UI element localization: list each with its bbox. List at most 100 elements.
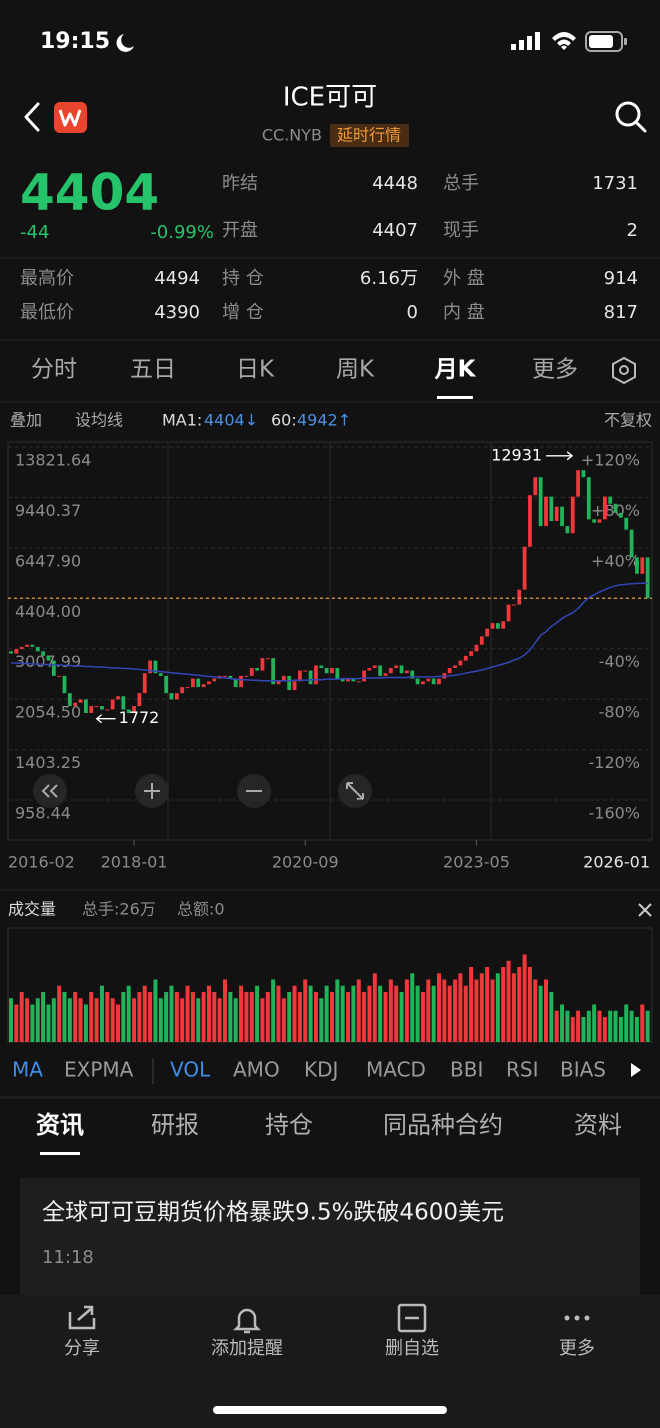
app-logo-mark (58, 109, 82, 127)
candle (629, 529, 634, 558)
period-tab[interactable]: 分时 (31, 357, 77, 383)
bottom-action[interactable]: 分享 (64, 1338, 100, 1359)
set-ma-button[interactable]: 设均线 (75, 411, 123, 430)
candle (447, 667, 452, 674)
y-tick-label: 4404.00 (15, 602, 81, 621)
settings-button[interactable] (612, 356, 636, 385)
candle (169, 693, 174, 700)
candle (233, 678, 238, 688)
candle (67, 693, 72, 707)
volume-bar (597, 1010, 602, 1042)
close-volume-button[interactable] (638, 903, 652, 917)
quote-label: 开盘 (222, 220, 258, 241)
period-tab[interactable]: 月K (434, 357, 477, 383)
candle (426, 678, 431, 682)
candle (100, 706, 104, 710)
bottom-action[interactable]: 删自选 (385, 1338, 439, 1359)
remove-watch-icon[interactable] (397, 1303, 427, 1333)
overlay-button[interactable]: 叠加 (10, 411, 42, 430)
indicator-tab[interactable]: KDJ (304, 1058, 338, 1082)
volume-bar (324, 985, 329, 1042)
last-price: 4404 (20, 164, 159, 222)
volume-bar (265, 992, 270, 1042)
candle (410, 670, 415, 679)
y-tick-label: 1403.25 (15, 753, 81, 772)
candle (635, 557, 639, 574)
volume-bar (629, 1010, 634, 1042)
news-title[interactable]: 全球可可豆期货价格暴跌9.5%跌破4600美元 (42, 1200, 504, 1226)
candle (121, 696, 126, 710)
news-tab[interactable]: 资料 (574, 1111, 622, 1139)
candle (196, 678, 201, 688)
indicator-tab[interactable]: BBI (450, 1058, 483, 1082)
indicator-tab[interactable]: BIAS (560, 1058, 606, 1082)
moon-icon (116, 34, 134, 52)
candle (271, 658, 276, 685)
y2-tick-label: -160% (588, 804, 640, 823)
y2-tick-label: -120% (588, 753, 640, 772)
volume-bar (420, 992, 425, 1042)
search-button[interactable] (615, 101, 641, 127)
indicator-tab[interactable]: MA (12, 1058, 43, 1082)
candle (57, 675, 62, 677)
candle (207, 681, 211, 685)
volume-bar (132, 998, 137, 1042)
candle (597, 519, 602, 523)
volume-bar (367, 985, 372, 1042)
volume-bar (249, 992, 254, 1042)
active-tab-underline (437, 396, 473, 399)
volume-bar (116, 1004, 120, 1042)
period-tab[interactable]: 更多 (532, 357, 578, 383)
volume-bar (57, 985, 62, 1042)
volume-bar (19, 992, 24, 1042)
news-tab[interactable]: 研报 (151, 1111, 199, 1139)
candle (46, 655, 51, 661)
quote-value: 1731 (592, 173, 638, 194)
volume-bar (25, 998, 30, 1042)
bottom-action[interactable]: 添加提醒 (211, 1338, 283, 1359)
news-tab[interactable]: 同品种合约 (383, 1111, 503, 1139)
candle (383, 673, 388, 676)
settings-dot (619, 365, 629, 375)
period-tab[interactable]: 日K (236, 357, 275, 383)
indicator-tab[interactable]: AMO (233, 1058, 280, 1082)
more-indicators-button[interactable] (631, 1063, 641, 1077)
home-indicator (213, 1406, 447, 1414)
news-card[interactable] (20, 1178, 640, 1298)
bottom-action[interactable]: 更多 (559, 1338, 595, 1359)
period-tab[interactable]: 五日 (130, 357, 176, 383)
candle (25, 644, 29, 647)
volume-bar (223, 979, 227, 1042)
volume-bar (394, 985, 399, 1042)
indicator-tab[interactable]: VOL (170, 1058, 211, 1082)
volume-bar (469, 967, 474, 1042)
news-tab[interactable]: 资讯 (36, 1111, 84, 1139)
candle (453, 665, 457, 668)
candle (538, 477, 543, 527)
indicator-tab[interactable]: RSI (506, 1058, 539, 1082)
volume-bar (153, 979, 158, 1042)
period-tab[interactable]: 周K (336, 357, 375, 383)
back-button[interactable] (24, 102, 40, 132)
adjust-button[interactable]: 不复权 (604, 411, 652, 430)
news-tab[interactable]: 持仓 (265, 1111, 313, 1139)
volume-bar (581, 1017, 586, 1042)
volume-bar (260, 998, 265, 1042)
volume-bar (586, 1010, 591, 1042)
share-icon[interactable] (68, 1305, 96, 1330)
candle (506, 604, 511, 622)
candle (549, 496, 554, 521)
candle (533, 477, 538, 496)
indicator-tab[interactable]: MACD (366, 1058, 426, 1082)
quote-label: 增 仓 (222, 302, 264, 323)
indicator-tab[interactable]: EXPMA (64, 1058, 134, 1082)
more-icon[interactable] (564, 1315, 590, 1321)
candle (35, 646, 40, 652)
scroll-left-icon (41, 784, 58, 798)
news-time: 11:18 (42, 1247, 94, 1268)
candle (255, 667, 259, 671)
volume-bar (431, 985, 436, 1042)
alert-icon[interactable] (232, 1308, 262, 1334)
volume-bar (169, 985, 174, 1042)
candle (62, 675, 67, 694)
